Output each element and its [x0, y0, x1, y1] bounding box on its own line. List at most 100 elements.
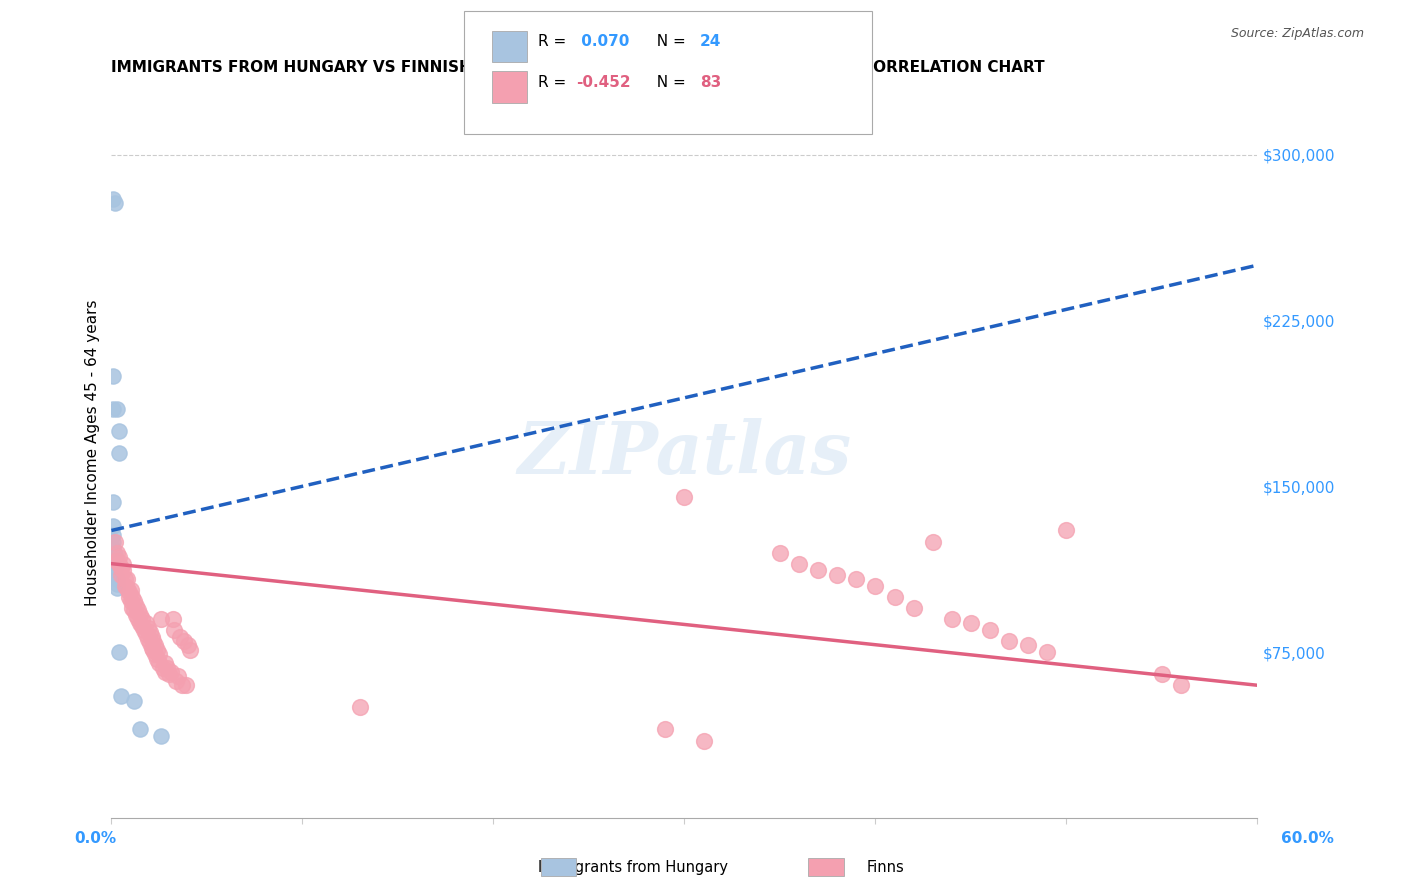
- Point: [135, 627, 157, 641]
- Point: [146, 643, 169, 657]
- Point: [103, 494, 125, 508]
- Point: [104, 534, 127, 549]
- Point: [115, 572, 138, 586]
- Point: [105, 581, 128, 595]
- Text: ZIPatlas: ZIPatlas: [517, 417, 852, 489]
- Point: [692, 733, 714, 747]
- Point: [104, 196, 127, 211]
- Point: [159, 665, 181, 679]
- Point: [124, 694, 146, 708]
- Point: [769, 546, 792, 560]
- Point: [104, 554, 127, 568]
- Point: [787, 557, 810, 571]
- Point: [103, 541, 125, 556]
- Point: [150, 612, 173, 626]
- Point: [131, 612, 153, 626]
- Point: [111, 557, 134, 571]
- Point: [673, 491, 696, 505]
- Point: [153, 656, 176, 670]
- Point: [129, 607, 152, 622]
- Point: [1170, 678, 1192, 692]
- Point: [146, 651, 169, 665]
- Point: [127, 603, 149, 617]
- Point: [165, 673, 187, 688]
- Point: [108, 645, 131, 659]
- Point: [110, 690, 132, 704]
- Point: [148, 648, 170, 662]
- Point: [163, 623, 186, 637]
- Point: [103, 368, 125, 383]
- Point: [125, 607, 148, 622]
- Point: [135, 616, 157, 631]
- Point: [349, 700, 371, 714]
- Point: [103, 519, 125, 533]
- Point: [127, 612, 149, 626]
- Point: [1054, 524, 1077, 538]
- Point: [845, 572, 868, 586]
- Text: Finns: Finns: [868, 860, 904, 874]
- Point: [807, 563, 830, 577]
- Point: [141, 640, 163, 655]
- Point: [172, 678, 194, 692]
- Point: [141, 630, 163, 644]
- Point: [104, 567, 127, 582]
- Text: Immigrants from Hungary: Immigrants from Hungary: [537, 860, 728, 874]
- Point: [114, 579, 136, 593]
- Point: [125, 599, 148, 613]
- Text: IMMIGRANTS FROM HUNGARY VS FINNISH HOUSEHOLDER INCOME AGES 45 - 64 YEARS CORRELA: IMMIGRANTS FROM HUNGARY VS FINNISH HOUSE…: [111, 60, 1045, 75]
- Point: [142, 643, 165, 657]
- Point: [177, 639, 200, 653]
- Text: 0.070: 0.070: [576, 35, 630, 49]
- Point: [169, 630, 191, 644]
- Point: [1036, 645, 1059, 659]
- Point: [105, 572, 128, 586]
- Point: [148, 656, 170, 670]
- Point: [142, 634, 165, 648]
- Point: [124, 603, 146, 617]
- Text: R =: R =: [538, 75, 572, 89]
- Text: 83: 83: [700, 75, 721, 89]
- Point: [105, 554, 128, 568]
- Text: N =: N =: [647, 35, 690, 49]
- Point: [152, 660, 174, 674]
- Point: [162, 612, 184, 626]
- Point: [115, 581, 138, 595]
- Point: [129, 616, 152, 631]
- Point: [111, 563, 134, 577]
- Point: [103, 401, 125, 416]
- Point: [103, 192, 125, 206]
- Point: [173, 634, 195, 648]
- Point: [108, 424, 131, 438]
- Point: [110, 561, 132, 575]
- Point: [105, 546, 128, 560]
- Point: [174, 678, 197, 692]
- Point: [138, 636, 160, 650]
- Point: [138, 625, 160, 640]
- Point: [110, 567, 132, 582]
- Point: [104, 548, 127, 562]
- Point: [124, 594, 146, 608]
- Point: [921, 534, 943, 549]
- Point: [136, 621, 159, 635]
- Text: 60.0%: 60.0%: [1281, 831, 1334, 846]
- Point: [654, 723, 676, 737]
- Point: [120, 594, 142, 608]
- Point: [883, 590, 905, 604]
- Point: [941, 612, 963, 626]
- Text: R =: R =: [538, 35, 572, 49]
- Point: [108, 446, 131, 460]
- Point: [105, 401, 128, 416]
- Point: [129, 723, 152, 737]
- Point: [153, 665, 176, 679]
- Point: [1017, 639, 1039, 653]
- Point: [103, 528, 125, 542]
- Point: [167, 669, 190, 683]
- Point: [156, 660, 179, 674]
- Point: [143, 648, 166, 662]
- Point: [132, 623, 155, 637]
- Point: [104, 561, 127, 575]
- Point: [865, 579, 887, 593]
- Point: [136, 632, 159, 646]
- Point: [108, 557, 131, 571]
- Point: [114, 572, 136, 586]
